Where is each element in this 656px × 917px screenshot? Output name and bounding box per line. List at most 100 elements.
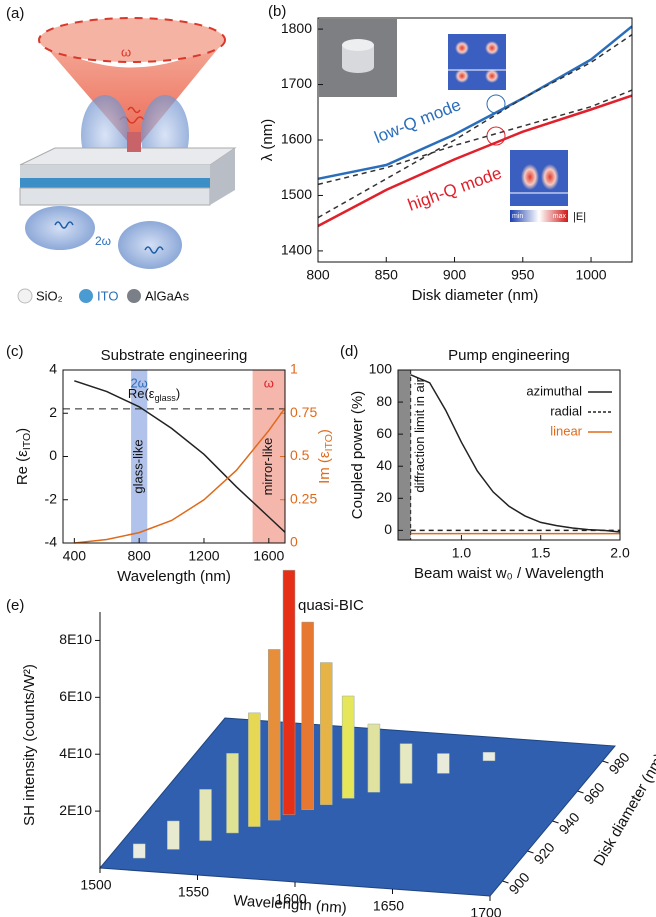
slab <box>20 165 210 178</box>
x-tick-label: 1.0 <box>452 545 472 561</box>
y-tick-label: -4 <box>45 534 58 550</box>
band-label: glass-like <box>131 439 146 493</box>
text-part: Re(ε <box>128 386 155 401</box>
x-tick-label: 2.0 <box>610 545 630 561</box>
y-tick-label: 2 <box>49 404 57 420</box>
panel-label: (d) <box>340 343 358 360</box>
y2-tick-label: 0.75 <box>290 404 317 420</box>
y-tick-label: 1800 <box>281 20 312 36</box>
text-part: ) <box>316 429 333 434</box>
y-tick-label: 60 <box>376 425 392 441</box>
x-tick-label: 400 <box>63 548 87 564</box>
panel-label: (a) <box>6 5 24 22</box>
y2-tick-label: 0.25 <box>290 490 317 506</box>
bar <box>302 622 314 810</box>
bar <box>400 744 412 784</box>
series-line <box>411 375 620 532</box>
x-tick-label: 1500 <box>80 877 111 893</box>
y-tick-label: 100 <box>369 361 393 377</box>
x-tick-label: 1650 <box>373 898 404 914</box>
mode-lobe <box>455 41 469 55</box>
bar <box>283 570 295 815</box>
x-axis-label: Wavelength (nm) <box>117 568 231 585</box>
y-axis-label: SH intensity (counts/W²) <box>21 664 38 826</box>
y2-axis-label: Im (εITO) <box>316 429 335 484</box>
bar <box>133 844 145 858</box>
bar <box>200 789 212 840</box>
y2-tick-label: 0 <box>290 534 298 550</box>
base-plane <box>100 718 615 896</box>
legend-text: AlGaAs <box>145 288 190 303</box>
y2-tick-label: 0.5 <box>290 447 310 463</box>
series-label: low-Q mode <box>372 95 464 147</box>
x-tick-label: 1200 <box>188 548 219 564</box>
mode-lobe <box>521 164 539 190</box>
mode-lobe <box>485 69 499 83</box>
y-tick-label: 4E10 <box>59 745 92 761</box>
series-label: high-Q mode <box>405 163 504 214</box>
x-tick-label: 1.5 <box>531 545 551 561</box>
sem-disk-top <box>342 39 374 51</box>
legend-swatch <box>79 289 93 303</box>
bar <box>342 696 354 798</box>
y-tick-label: 1700 <box>281 75 312 91</box>
mode-map <box>510 150 568 206</box>
x-tick-label: 1550 <box>178 884 209 900</box>
bar <box>248 713 260 827</box>
text-part: ITO <box>21 433 33 450</box>
panel-label: (b) <box>268 3 286 20</box>
legend-label: linear <box>550 423 582 438</box>
legend-text: ITO <box>97 288 118 303</box>
band-label: mirror-like <box>260 438 275 496</box>
lobe <box>118 221 182 269</box>
ito-layer <box>20 178 210 188</box>
x-tick-label: 1600 <box>253 548 284 564</box>
page: {"panel_a":{"label":"(a)","omega":"ω","t… <box>0 0 656 917</box>
panel-a: (a) ω 2ω SiO₂ ITO AlGaAs <box>6 5 235 303</box>
z-tick <box>503 881 509 883</box>
bar <box>368 724 380 792</box>
lobe <box>25 206 95 250</box>
y-axis-label: λ (nm) <box>259 119 276 162</box>
legend-text: SiO₂ <box>36 288 63 303</box>
colorbar-min: min <box>512 213 523 220</box>
y-tick-label: -2 <box>45 490 58 506</box>
pump-ring <box>39 18 225 62</box>
y-tick-label: 0 <box>49 447 57 463</box>
x-tick-label: 800 <box>127 548 151 564</box>
text-part: ) <box>14 428 31 433</box>
slab <box>20 188 210 205</box>
z-tick <box>553 821 559 823</box>
band-marker: ω <box>264 375 274 390</box>
bar <box>437 754 449 774</box>
chart-title: Substrate engineering <box>101 347 248 364</box>
mode-lobe <box>485 41 499 55</box>
x-tick-label: 900 <box>443 267 467 283</box>
y-axis-label: Re (εITO) <box>14 428 33 485</box>
bar <box>268 649 280 820</box>
colorbar-label: |E| <box>573 211 586 223</box>
x-tick-label: 1000 <box>575 267 606 283</box>
text-part: ) <box>176 386 180 401</box>
colorbar-max: max <box>553 213 567 220</box>
z-tick <box>603 761 609 763</box>
x-axis-label: Wavelength (nm) <box>233 892 348 917</box>
chart-title: Pump engineering <box>448 347 570 364</box>
y2-tick-label: 1 <box>290 361 298 377</box>
mode-lobe <box>541 164 559 190</box>
legend-label: radial <box>550 403 582 418</box>
mode-map <box>448 34 506 90</box>
y-tick-label: 1600 <box>281 131 312 147</box>
x-axis-label: Disk diameter (nm) <box>412 287 539 304</box>
y-tick-label: 80 <box>376 393 392 409</box>
band <box>398 370 411 540</box>
x-tick-label: 950 <box>511 267 535 283</box>
x-tick-label: 850 <box>375 267 399 283</box>
y-tick-label: 8E10 <box>59 631 92 647</box>
x-tick-label: 800 <box>306 267 330 283</box>
bar <box>227 753 239 833</box>
y-tick-label: 0 <box>384 521 392 537</box>
y-axis-label: Coupled power (%) <box>349 391 366 519</box>
y-tick-label: 20 <box>376 489 392 505</box>
y-tick-label: 40 <box>376 457 392 473</box>
